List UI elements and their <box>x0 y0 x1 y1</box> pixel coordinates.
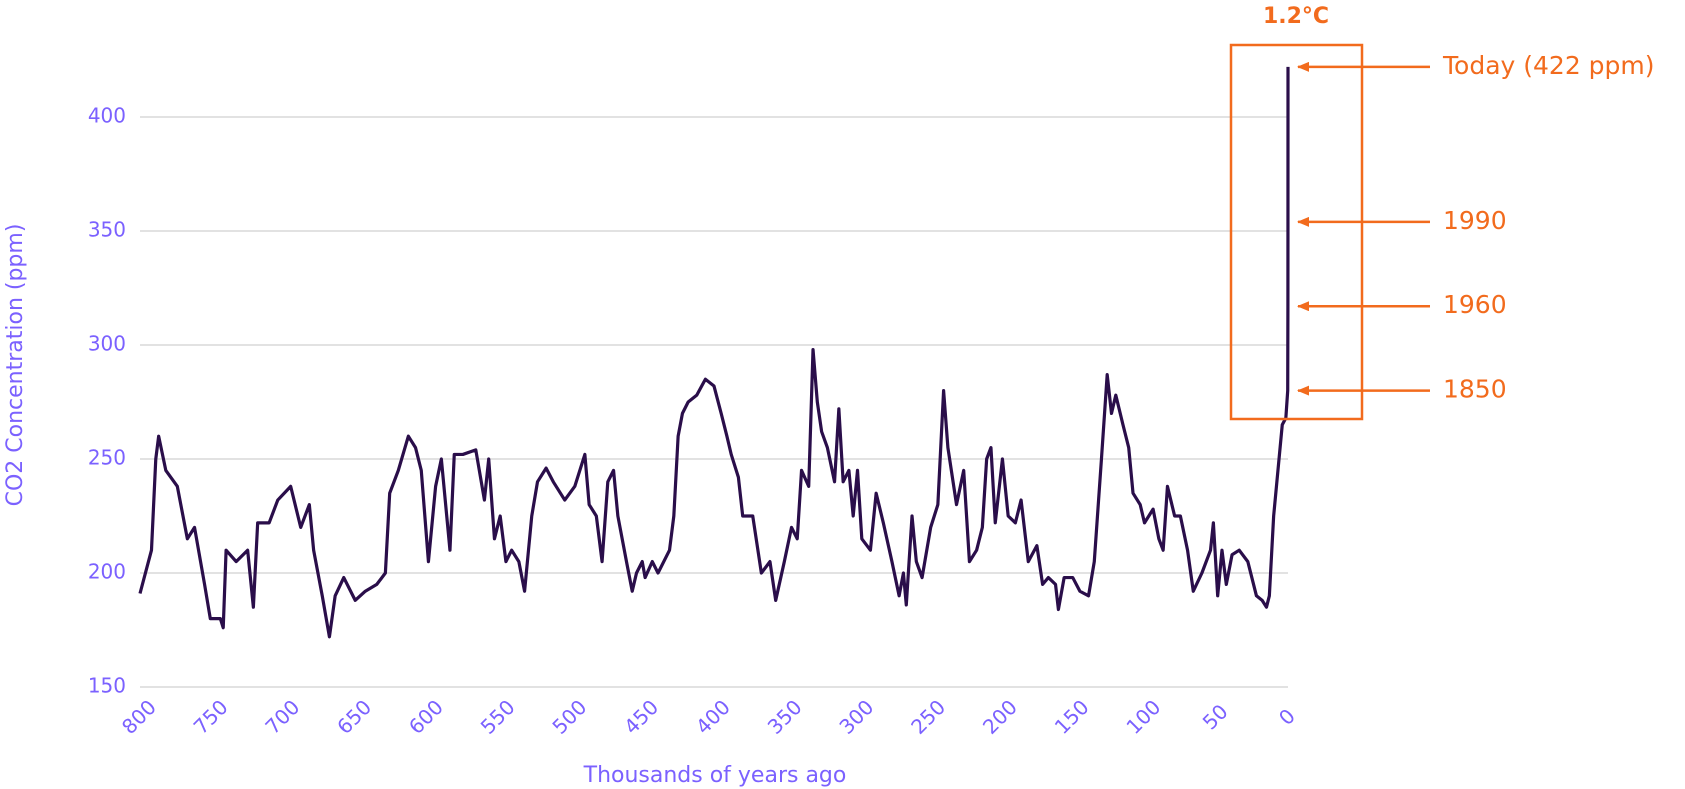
annotation-label: 1990 <box>1443 206 1507 235</box>
x-tick-label: 550 <box>476 695 520 739</box>
x-axis-title: Thousands of years ago <box>583 763 847 788</box>
x-tick-label: 650 <box>332 695 376 739</box>
x-tick-label: 200 <box>978 695 1022 739</box>
x-tick-label: 150 <box>1050 695 1094 739</box>
x-tick-label: 350 <box>763 695 807 739</box>
y-tick-label: 200 <box>88 560 126 584</box>
x-tick-label: 300 <box>834 695 878 739</box>
y-tick-label: 150 <box>88 674 126 698</box>
x-tick-label: 700 <box>260 695 304 739</box>
x-tick-label: 250 <box>906 695 950 739</box>
x-tick-label: 500 <box>547 695 591 739</box>
y-tick-label: 250 <box>88 446 126 470</box>
y-tick-label: 400 <box>88 104 126 128</box>
x-tick-label: 450 <box>619 695 663 739</box>
y-tick-label: 300 <box>88 332 126 356</box>
x-tick-label: 0 <box>1274 704 1300 730</box>
x-tick-label: 750 <box>189 695 233 739</box>
x-tick-label: 800 <box>117 695 161 739</box>
annotation-label: 1960 <box>1443 290 1507 319</box>
x-tick-label: 100 <box>1121 695 1165 739</box>
highlight-box <box>1229 43 1364 421</box>
x-tick-label: 400 <box>691 695 735 739</box>
y-tick-label: 350 <box>88 218 126 242</box>
x-tick-label: 50 <box>1198 699 1233 734</box>
box-title: 1.2°C <box>1263 4 1329 29</box>
y-axis-title: CO2 Concentration (ppm) <box>3 224 28 507</box>
annotation-label: Today (422 ppm) <box>1442 51 1655 80</box>
co2-line <box>138 66 1290 639</box>
annotation-label: 1850 <box>1443 375 1507 404</box>
x-tick-label: 600 <box>404 695 448 739</box>
